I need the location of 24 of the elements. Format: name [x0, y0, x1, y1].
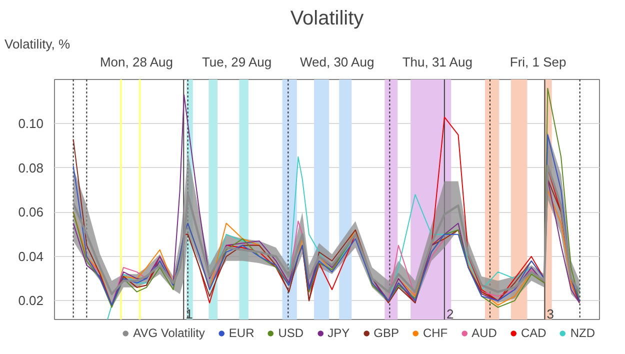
y-tick-label: 0.04	[18, 248, 44, 264]
legend-label: AVG Volatility	[133, 326, 205, 340]
y-tick-label: 0.06	[18, 204, 44, 220]
legend-label: AUD	[472, 326, 497, 340]
x-tick-label: Mon, 28 Aug	[100, 54, 173, 70]
legend-label: EUR	[228, 326, 254, 340]
annotation: 1	[186, 306, 193, 322]
chart-title: Volatility	[290, 8, 364, 30]
legend-label: USD	[278, 326, 304, 340]
y-tick-label: 0.10	[18, 116, 44, 132]
x-tick-label: Thu, 31 Aug	[402, 54, 472, 70]
x-tick-label: Wed, 30 Aug	[300, 54, 374, 70]
y-axis-title: Volatility, %	[4, 36, 70, 52]
legend-label: GBP	[374, 326, 399, 340]
legend-label: NZD	[570, 326, 595, 340]
y-tick-label: 0.08	[18, 160, 44, 176]
legend-label: JPY	[328, 326, 350, 340]
legend-label: CAD	[520, 326, 546, 340]
annotation: 3	[546, 306, 554, 322]
legend-label: CHF	[422, 326, 448, 340]
y-tick-label: 0.02	[18, 293, 44, 308]
x-tick-label: Fri, 1 Sep	[510, 54, 566, 70]
x-tick-label: Tue, 29 Aug	[202, 54, 272, 70]
annotation: 2	[446, 306, 454, 322]
